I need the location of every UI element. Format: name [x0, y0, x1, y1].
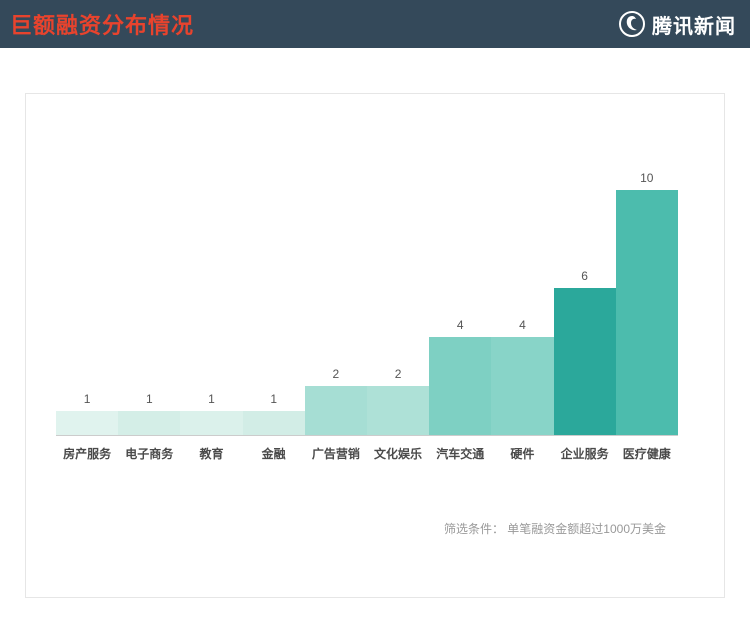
- bar: [242, 410, 305, 435]
- bar-column: 10 医疗健康: [615, 164, 678, 462]
- bar-value-label: 10: [640, 171, 654, 185]
- bar-value-label: 1: [83, 391, 91, 406]
- bar-value-label: 4: [456, 318, 464, 332]
- bar-plot-area: 1: [242, 164, 305, 436]
- category-label: 电子商务: [125, 447, 174, 461]
- bar-value-label: 4: [519, 318, 526, 332]
- bar: [553, 288, 616, 435]
- bar-column: 6 企业服务: [553, 164, 616, 462]
- filter-note: 筛选条件： 单笔融资金额超过1000万美金: [443, 522, 666, 536]
- category-label: 医疗健康: [622, 447, 671, 461]
- bar-value-label: 6: [581, 269, 588, 283]
- bar-value-label: 1: [270, 391, 277, 406]
- bar-plot-area: 1: [180, 164, 243, 436]
- logo-text: 腾讯新闻: [652, 15, 736, 38]
- tencent-news-logo: 腾讯新闻: [618, 10, 736, 39]
- bar-plot-area: 2: [366, 164, 430, 436]
- bar: [429, 337, 492, 435]
- bar-plot-area: 1: [118, 164, 181, 436]
- header-bar: 巨额融资分布情况 腾讯新闻: [0, 0, 750, 48]
- bar: [118, 410, 181, 435]
- bar: [615, 190, 678, 435]
- bar: [56, 410, 119, 435]
- tencent-news-icon: [618, 10, 646, 38]
- bar: [304, 386, 367, 435]
- bar-plot-area: 6: [553, 164, 616, 436]
- bar-column: 2 广告营销: [304, 164, 367, 462]
- bar-chart: 1 房产服务 1 电子商务 1 教育 1 金融 2 广告营销 2 文化娱乐 4 汽车交通 4 硬件 6 企业服务 1…: [56, 164, 678, 462]
- bar: [366, 386, 430, 435]
- category-label: 企业服务: [560, 447, 609, 461]
- category-label: 金融: [261, 447, 286, 461]
- bar-column: 2 文化娱乐: [366, 164, 430, 462]
- bar-value-label: 1: [208, 391, 215, 406]
- bar: [180, 410, 243, 435]
- category-label: 广告营销: [311, 447, 360, 461]
- bar-column: 4 汽车交通: [429, 164, 492, 462]
- category-label: 房产服务: [63, 447, 112, 461]
- bar-plot-area: 1: [56, 164, 119, 436]
- bar-column: 4 硬件: [491, 164, 554, 462]
- bar-plot-area: 10: [615, 164, 678, 436]
- category-label: 教育: [199, 447, 224, 461]
- category-label: 硬件: [510, 447, 535, 461]
- category-label: 汽车交通: [436, 447, 485, 461]
- bar-value-label: 1: [145, 391, 153, 406]
- bar-value-label: 2: [332, 367, 340, 381]
- bar-value-label: 2: [394, 367, 402, 381]
- bar-column: 1 金融: [242, 164, 305, 462]
- bar: [491, 337, 554, 435]
- page-title: 巨额融资分布情况: [10, 13, 195, 38]
- bar-plot-area: 4: [429, 164, 492, 436]
- bar-plot-area: 4: [491, 164, 554, 436]
- bar-column: 1 教育: [180, 164, 243, 462]
- chart-card: 1 房产服务 1 电子商务 1 教育 1 金融 2 广告营销 2 文化娱乐 4 汽车交通 4 硬件 6 企业服务 1…: [25, 93, 725, 598]
- bar-column: 1 电子商务: [118, 164, 181, 462]
- bar-plot-area: 2: [304, 164, 367, 436]
- bar-column: 1 房产服务: [56, 164, 119, 462]
- category-label: 文化娱乐: [374, 447, 423, 461]
